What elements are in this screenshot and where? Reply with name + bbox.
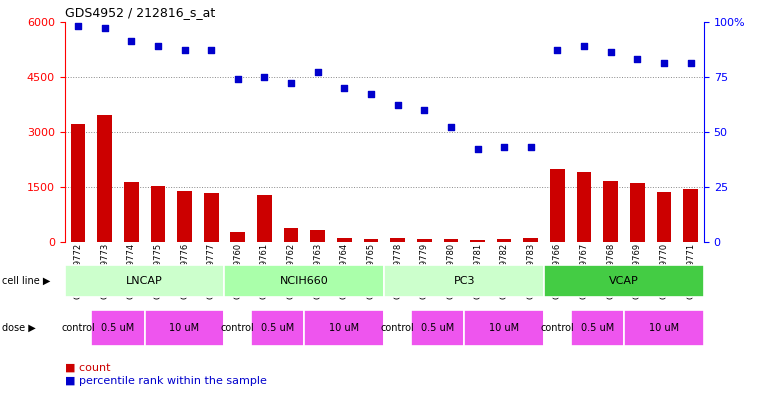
Text: NCIH660: NCIH660 <box>280 276 329 286</box>
Bar <box>284 228 298 242</box>
Bar <box>151 186 165 242</box>
Bar <box>470 240 485 242</box>
Bar <box>124 182 139 242</box>
Point <box>498 144 510 150</box>
Bar <box>91 310 145 346</box>
Point <box>658 60 670 66</box>
Point <box>391 102 403 108</box>
Point <box>151 43 164 49</box>
Text: cell line ▶: cell line ▶ <box>2 276 50 286</box>
Point <box>684 60 696 66</box>
Point <box>444 124 457 130</box>
Point <box>178 47 190 53</box>
Point <box>125 38 137 44</box>
Bar <box>384 265 544 297</box>
Text: 10 uM: 10 uM <box>649 323 679 333</box>
Bar <box>231 232 245 242</box>
Bar <box>65 265 224 297</box>
Text: GDS4952 / 212816_s_at: GDS4952 / 212816_s_at <box>65 6 215 19</box>
Point <box>231 76 244 82</box>
Bar <box>337 238 352 242</box>
Text: 10 uM: 10 uM <box>170 323 199 333</box>
Point <box>604 49 616 55</box>
Bar <box>630 183 645 242</box>
Bar <box>97 115 112 242</box>
Text: control: control <box>61 323 95 333</box>
Bar <box>251 310 304 346</box>
Point <box>631 56 643 62</box>
Bar <box>224 265 384 297</box>
Point <box>338 84 350 91</box>
Bar <box>145 310 224 346</box>
Bar <box>417 239 431 242</box>
Text: dose ▶: dose ▶ <box>2 323 35 333</box>
Bar <box>444 239 458 242</box>
Bar <box>577 172 591 242</box>
Bar <box>571 310 624 346</box>
Bar <box>304 310 384 346</box>
Text: VCAP: VCAP <box>609 276 639 286</box>
Point <box>365 91 377 97</box>
Bar <box>524 239 538 242</box>
Text: LNCAP: LNCAP <box>126 276 163 286</box>
Text: 0.5 uM: 0.5 uM <box>581 323 614 333</box>
Bar <box>683 189 698 242</box>
Point <box>98 25 111 31</box>
Bar <box>390 238 405 242</box>
Point <box>471 146 484 152</box>
Text: control: control <box>221 323 255 333</box>
Text: 10 uM: 10 uM <box>330 323 359 333</box>
Text: control: control <box>380 323 415 333</box>
Point <box>312 69 324 75</box>
Bar <box>550 169 565 242</box>
Bar <box>257 195 272 242</box>
Bar <box>204 193 218 242</box>
Bar <box>224 310 251 346</box>
Bar <box>71 124 85 242</box>
Point <box>524 144 537 150</box>
Text: ■ count: ■ count <box>65 362 110 373</box>
Bar <box>657 192 671 242</box>
Text: 0.5 uM: 0.5 uM <box>421 323 454 333</box>
Bar <box>384 310 411 346</box>
Bar <box>411 310 464 346</box>
Bar <box>544 265 704 297</box>
Text: 10 uM: 10 uM <box>489 323 519 333</box>
Bar <box>177 191 192 242</box>
Bar <box>544 310 571 346</box>
Text: control: control <box>540 323 575 333</box>
Point <box>419 107 431 113</box>
Bar <box>497 239 511 242</box>
Bar <box>464 310 544 346</box>
Bar <box>624 310 704 346</box>
Bar <box>364 239 378 242</box>
Point <box>578 43 590 49</box>
Bar <box>65 310 91 346</box>
Bar <box>310 230 325 242</box>
Bar <box>603 181 618 242</box>
Point <box>72 23 84 29</box>
Point <box>205 47 218 53</box>
Point <box>258 73 271 80</box>
Text: 0.5 uM: 0.5 uM <box>101 323 135 333</box>
Text: PC3: PC3 <box>454 276 475 286</box>
Text: 0.5 uM: 0.5 uM <box>261 323 295 333</box>
Text: ■ percentile rank within the sample: ■ percentile rank within the sample <box>65 376 266 386</box>
Point <box>285 80 297 86</box>
Point <box>551 47 563 53</box>
